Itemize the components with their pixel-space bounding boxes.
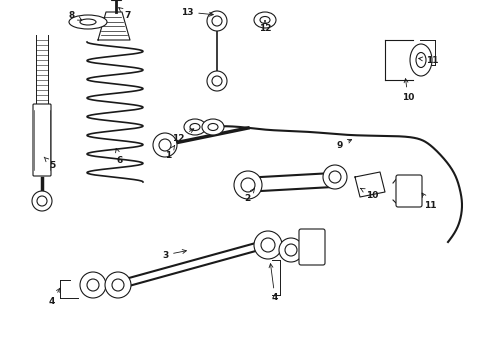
Circle shape	[329, 171, 341, 183]
Text: 2: 2	[244, 188, 255, 202]
Circle shape	[234, 171, 262, 199]
Ellipse shape	[416, 53, 426, 68]
Circle shape	[323, 165, 347, 189]
Ellipse shape	[202, 119, 224, 135]
Text: 10: 10	[402, 79, 414, 102]
Ellipse shape	[208, 123, 218, 131]
Text: 5: 5	[44, 157, 55, 170]
Text: 6: 6	[116, 149, 123, 165]
Text: 8: 8	[69, 10, 82, 20]
Text: 4: 4	[269, 264, 278, 302]
Circle shape	[87, 279, 99, 291]
FancyBboxPatch shape	[396, 175, 422, 207]
Circle shape	[32, 191, 52, 211]
Circle shape	[261, 238, 275, 252]
Ellipse shape	[410, 44, 432, 76]
Ellipse shape	[190, 123, 200, 131]
Text: 3: 3	[162, 249, 186, 260]
Text: 4: 4	[49, 288, 60, 306]
Circle shape	[241, 178, 255, 192]
Circle shape	[153, 133, 177, 157]
Text: 11: 11	[418, 55, 438, 64]
Circle shape	[279, 238, 303, 262]
Text: 13: 13	[181, 8, 213, 17]
Circle shape	[212, 16, 222, 26]
Ellipse shape	[254, 12, 276, 28]
Ellipse shape	[184, 119, 206, 135]
Text: 1: 1	[165, 145, 175, 159]
Circle shape	[254, 231, 282, 259]
Text: 12: 12	[172, 129, 194, 143]
Circle shape	[80, 272, 106, 298]
Circle shape	[207, 71, 227, 91]
Text: 9: 9	[337, 139, 352, 149]
Circle shape	[37, 196, 47, 206]
Ellipse shape	[260, 17, 270, 23]
Circle shape	[112, 279, 124, 291]
Ellipse shape	[80, 19, 96, 25]
Polygon shape	[355, 172, 385, 197]
FancyBboxPatch shape	[33, 104, 51, 176]
Text: 7: 7	[119, 8, 131, 19]
Polygon shape	[98, 12, 130, 40]
Ellipse shape	[69, 15, 107, 29]
FancyBboxPatch shape	[299, 229, 325, 265]
Circle shape	[285, 244, 297, 256]
Circle shape	[105, 272, 131, 298]
Text: 11: 11	[422, 193, 436, 210]
Text: 10: 10	[361, 188, 378, 199]
Circle shape	[159, 139, 171, 151]
Circle shape	[207, 11, 227, 31]
Text: 12: 12	[259, 21, 271, 32]
Circle shape	[212, 76, 222, 86]
